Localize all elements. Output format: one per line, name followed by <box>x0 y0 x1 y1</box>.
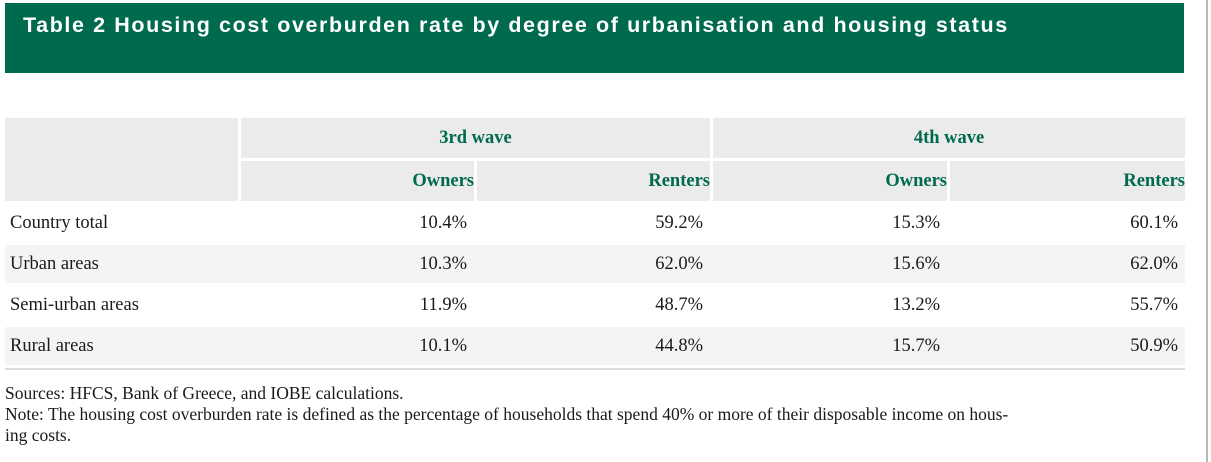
housing-cost-table: 3rd wave 4th wave Owners Renters Owners … <box>5 115 1186 373</box>
wave-header-3rd: 3rd wave <box>238 118 711 158</box>
sources-text: Sources: HFCS, Bank of Greece, and IOBE … <box>5 383 404 403</box>
table-cell: 55.7% <box>1130 294 1179 315</box>
table-cell: 10.3% <box>238 245 474 283</box>
subheader-owners: Owners <box>710 161 948 201</box>
wave-header-4th: 4th wave <box>710 118 1186 158</box>
subheader-renters: Renters <box>474 161 711 201</box>
row-label: Semi-urban areas <box>10 294 139 315</box>
table-cell: 62.0% <box>947 245 1186 283</box>
table-cell: 60.1% <box>1130 212 1179 233</box>
table-cell: 62.0% <box>474 245 711 283</box>
table-notes: Sources: HFCS, Bank of Greece, and IOBE … <box>5 383 1187 446</box>
corner-cell <box>5 118 238 201</box>
table-cell: 50.9% <box>947 327 1186 365</box>
table-row: Semi-urban areas 11.9% 48.7% 13.2% 55.7% <box>5 286 1185 324</box>
table-cell: 11.9% <box>419 294 467 315</box>
row-label: Country total <box>10 212 109 233</box>
table-bottom-rule <box>5 368 1186 370</box>
subheader-row: Owners Renters Owners Renters <box>5 161 1186 201</box>
table-row: Rural areas 10.1% 44.8% 15.7% 50.9% <box>5 327 1186 365</box>
wave-header-row: 3rd wave 4th wave <box>5 118 1186 201</box>
table-row: Country total 10.4% 59.2% 15.3% 60.1% <box>5 204 1185 242</box>
table-cell: 59.2% <box>655 212 704 233</box>
table-row: Urban areas 10.3% 62.0% 15.6% 62.0% <box>5 245 1186 283</box>
table-cell: 15.6% <box>710 245 948 283</box>
table-cell: 48.7% <box>655 294 704 315</box>
page-edge-rule <box>1206 0 1208 462</box>
table-cell: 15.3% <box>892 212 941 233</box>
table-cell: 10.1% <box>238 327 474 365</box>
row-label: Urban areas <box>5 245 238 283</box>
table-title: Table 2 Housing cost overburden rate by … <box>23 13 1009 37</box>
row-label: Rural areas <box>5 327 238 365</box>
title-banner: Table 2 Housing cost overburden rate by … <box>5 3 1184 73</box>
table-cell: 15.7% <box>710 327 948 365</box>
subheader-renters: Renters <box>947 161 1186 201</box>
subheader-owners: Owners <box>238 161 474 201</box>
note-text-line2: ing costs. <box>5 425 72 445</box>
table-cell: 44.8% <box>474 327 711 365</box>
note-text-line1: Note: The housing cost overburden rate i… <box>5 404 1009 424</box>
table-cell: 13.2% <box>892 294 941 315</box>
table-cell: 10.4% <box>419 212 467 233</box>
